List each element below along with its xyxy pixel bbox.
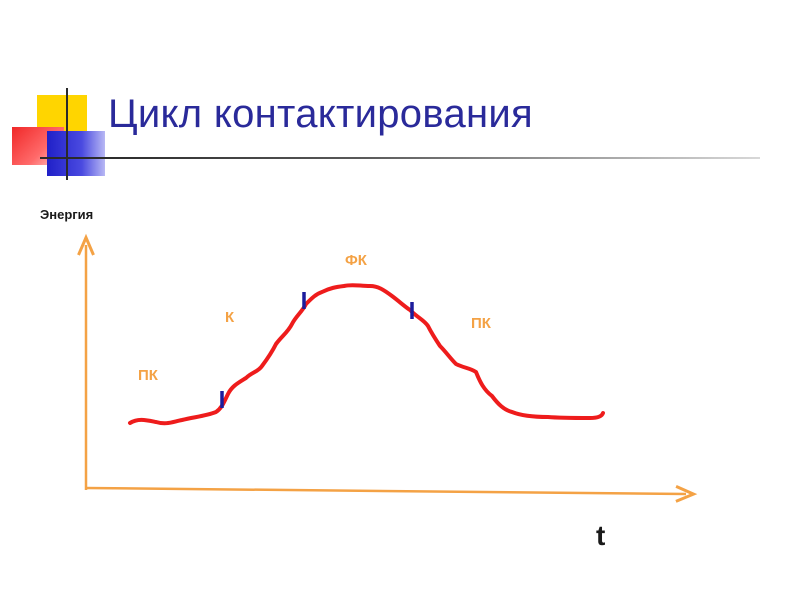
vertical-rule <box>66 88 68 180</box>
title-underline <box>100 157 760 159</box>
phase-label-pk-start: ПК <box>138 367 159 384</box>
horizontal-rule-left <box>40 157 110 159</box>
phase-label-pk-end: ПК <box>471 315 492 332</box>
phase-label-fk: ФК <box>345 252 368 269</box>
y-axis-label: Энергия <box>40 207 93 222</box>
title-decoration <box>0 0 110 180</box>
blue-square <box>47 131 105 176</box>
energy-curve <box>128 283 605 426</box>
slide-title: Цикл контактирования <box>108 92 533 136</box>
phase-label-k: К <box>225 309 235 326</box>
x-axis-label: t <box>596 520 605 551</box>
x-axis <box>85 485 698 503</box>
